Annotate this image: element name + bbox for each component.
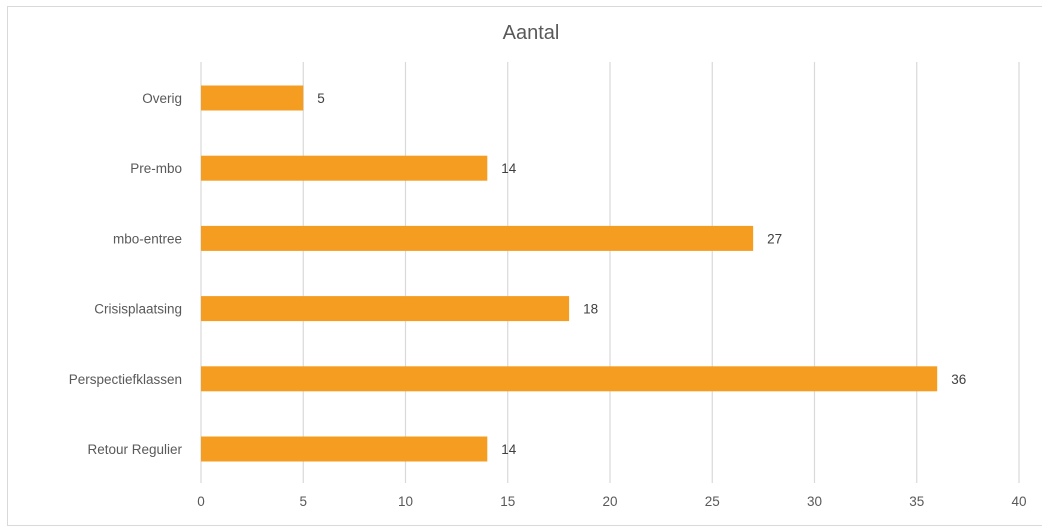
x-tick-label: 40 [1011,494,1026,509]
bar-overig [201,85,304,111]
bar-mbo-entree [201,225,754,251]
category-label: Crisisplaatsing [94,302,182,317]
x-tick-label: 10 [398,494,413,509]
x-tick-label: 35 [909,494,924,509]
bar-retour-regulier [201,436,488,462]
category-label: mbo-entree [113,231,182,246]
bar-crisisplaatsing [201,296,570,322]
category-label: Perspectiefklassen [69,372,182,387]
chart-title: Aantal [503,22,560,44]
x-tick-label: 25 [705,494,720,509]
bar-pre-mbo [201,155,488,181]
bar-layer [201,85,938,462]
data-label: 14 [501,442,517,457]
x-tick-label: 5 [299,494,307,509]
category-label: Overig [142,91,182,106]
x-tick-label: 0 [197,494,205,509]
data-label: 14 [501,161,517,176]
data-label: 18 [583,302,598,317]
chart-area: Aantal 0 5 10 15 20 25 30 35 40 Overig 5 Pre-mbo 14 m… [7,6,1042,526]
category-label: Retour Regulier [87,442,182,457]
data-label: 5 [317,91,325,106]
x-tick-label: 20 [602,494,617,509]
bar-perspectiefklassen [201,366,938,392]
data-label: 27 [767,231,782,246]
x-tick-label: 30 [807,494,822,509]
category-label: Pre-mbo [130,161,182,176]
x-tick-label: 15 [500,494,515,509]
bar-chart: Aantal 0 5 10 15 20 25 30 35 40 Overig 5 Pre-mbo 14 m… [69,22,1027,509]
data-label: 36 [951,372,966,387]
grid-layer [200,62,1020,483]
label-layer: 0 5 10 15 20 25 30 35 40 Overig 5 Pre-mbo 14 mbo-entr… [69,91,1027,509]
